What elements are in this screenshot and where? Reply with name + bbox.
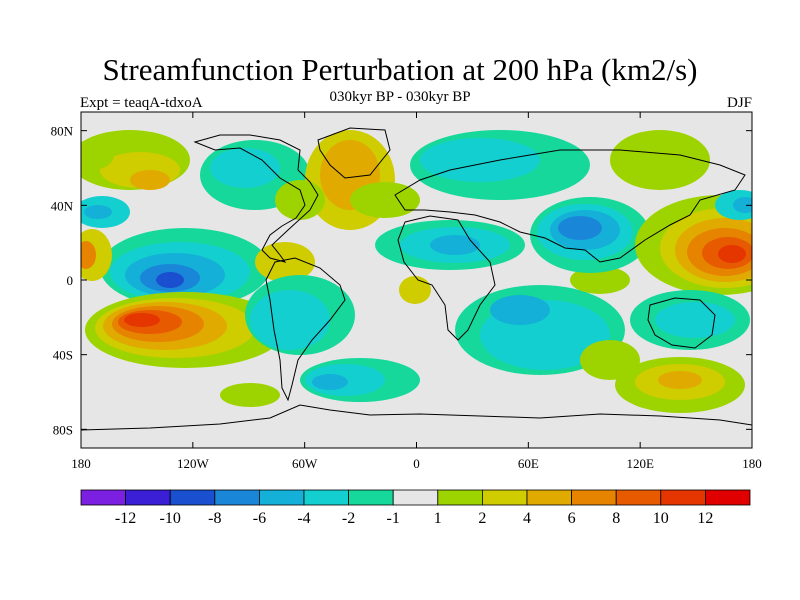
south-pacific-high (81, 229, 285, 368)
y-tick-label-0: 80N (51, 124, 74, 139)
coast-antarctica (81, 404, 752, 431)
colorbar-label-9: 4 (523, 510, 531, 527)
y-tick-label-3: 40S (53, 348, 73, 363)
plot-subtitle: 030kyr BP - 030kyr BP (329, 89, 471, 105)
plot-title: Streamfunction Perturbation at 200 hPa (… (102, 52, 698, 87)
colorbar-swatch-11 (571, 489, 617, 506)
colorbar-swatch-7 (392, 489, 439, 506)
y-tick-label-1: 40N (51, 198, 74, 213)
season-label: DJF (726, 95, 752, 111)
x-tick-label-4: 60E (518, 456, 539, 471)
colorbar-label-4: -4 (297, 510, 310, 527)
colorbar-label-0: -12 (115, 510, 136, 527)
colorbar-swatch-8 (437, 489, 483, 506)
coast-eurasia (394, 149, 746, 263)
y-tick-label-4: 80S (53, 422, 73, 437)
coastlines (81, 127, 752, 431)
experiment-label: Expt = teaqA-tdxoA (80, 95, 203, 111)
colorbar-label-8: 2 (478, 510, 486, 527)
x-tick-label-2: 60W (292, 456, 318, 471)
west-pacific-high (635, 190, 752, 295)
colorbar: -12 -10 -8 -6 -4 -2 -1 1 2 4 6 8 10 12 (80, 489, 751, 527)
colorbar-label-13: 12 (697, 510, 713, 527)
colorbar-label-2: -8 (208, 510, 221, 527)
y-tick-label-2: 0 (67, 273, 74, 288)
colorbar-swatch-4 (258, 489, 305, 506)
coast-greenland (317, 127, 391, 179)
colorbar-label-5: -2 (342, 510, 355, 527)
colorbar-swatch-13 (660, 489, 706, 506)
colorbar-swatch-0 (80, 489, 126, 506)
north-pacific-high (81, 130, 190, 190)
south-america-features (220, 275, 420, 407)
colorbar-swatch-1 (125, 489, 171, 506)
coast-south-america (265, 257, 346, 402)
x-tick-label-0: 180 (71, 456, 91, 471)
x-tick-label-3: 0 (413, 456, 420, 471)
colorbar-swatch-14 (705, 489, 751, 506)
x-tick-label-6: 180 (742, 456, 762, 471)
colorbar-swatch-3 (214, 489, 260, 506)
colorbar-label-3: -6 (253, 510, 266, 527)
colorbar-swatch-12 (615, 489, 662, 506)
colorbar-swatch-6 (348, 489, 394, 506)
coast-north-america (193, 134, 319, 263)
coast-australia (647, 297, 716, 349)
colorbar-label-11: 8 (612, 510, 620, 527)
colorbar-swatch-9 (481, 489, 528, 506)
x-tick-label-5: 120E (626, 456, 654, 471)
colorbar-label-6: -1 (387, 510, 400, 527)
colorbar-swatch-2 (169, 489, 216, 506)
southern-hemisphere-features (580, 290, 750, 413)
colorbar-swatch-5 (303, 489, 349, 506)
coast-africa (397, 215, 496, 341)
colorbar-label-1: -10 (160, 510, 181, 527)
colorbar-label-7: 1 (434, 510, 442, 527)
contour-fills (81, 130, 752, 413)
atlantic-africa-lows (375, 220, 630, 375)
x-tick-label-1: 120W (177, 456, 210, 471)
colorbar-swatch-10 (526, 489, 572, 506)
axes: 180 120W 60W 0 60E 120E 180 80N 40N 0 40S 80S (51, 112, 762, 471)
colorbar-label-10: 6 (568, 510, 576, 527)
central-pacific-low (81, 196, 270, 308)
colorbar-label-12: 10 (653, 510, 669, 527)
